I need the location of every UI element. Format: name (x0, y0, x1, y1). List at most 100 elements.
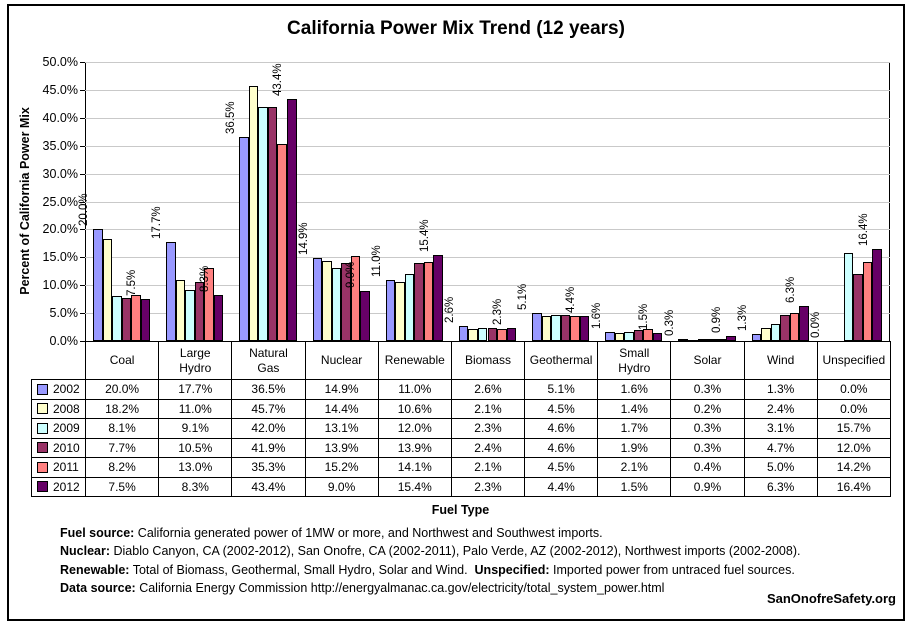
bar (497, 329, 507, 341)
bar-value-label: 1.3% (736, 304, 749, 331)
y-axis-tick-label: 50.0% (42, 55, 78, 69)
y-axis-tick-label: 35.0% (42, 138, 78, 153)
legend-key-swatch (37, 442, 48, 454)
table-value-cell: 10.6% (377, 398, 452, 419)
table-value-cell: 11.0% (377, 379, 452, 400)
bar (331, 267, 342, 341)
bar (560, 315, 571, 341)
y-axis-tick (80, 285, 85, 287)
bar (414, 263, 424, 341)
table-value-cell: 1.6% (597, 379, 672, 400)
bar (853, 274, 863, 341)
table-column-header: Natural Gas (231, 341, 306, 380)
table-value-cell: 13.1% (304, 418, 379, 439)
bar (726, 335, 736, 341)
table-value-cell: 4.5% (524, 457, 599, 478)
gridline (85, 257, 890, 259)
table-value-cell: 0.0% (816, 398, 891, 419)
bar (487, 327, 498, 341)
gridline (85, 229, 890, 231)
bar (360, 290, 370, 341)
y-axis-tick (80, 145, 85, 147)
table-value-cell: 5.1% (524, 379, 599, 400)
bar (433, 255, 443, 341)
bar (716, 338, 727, 341)
legend-year-label: 2009 (53, 421, 80, 436)
bar (862, 261, 873, 341)
bar-value-label: 8.3% (199, 265, 212, 292)
bar-value-label: 0.0% (810, 311, 823, 338)
y-axis-tick-label: 15.0% (42, 250, 78, 265)
legend-cell: 2011 (31, 457, 86, 478)
table-value-cell: 7.5% (84, 476, 160, 497)
bar (112, 295, 122, 341)
table-column-header: Coal (84, 341, 160, 380)
bar-value-label: 43.4% (272, 63, 285, 96)
table-value-cell: 1.5% (597, 476, 672, 497)
footnote-label: Renewable: (60, 562, 130, 577)
table-value-cell: 2.4% (743, 398, 818, 419)
table-value-cell: 20.0% (84, 379, 160, 400)
footnote-line: Data source: California Energy Commissio… (60, 579, 905, 597)
bar (194, 282, 205, 341)
y-axis-tick (80, 313, 85, 315)
y-axis-tick (80, 62, 85, 63)
bar (697, 339, 708, 342)
table-value-cell: 2.1% (450, 398, 526, 419)
footnote-label: Nuclear: (60, 544, 111, 559)
table-value-cell: 36.5% (231, 379, 306, 400)
y-axis-tick (80, 117, 85, 119)
bar-value-label: 5.1% (517, 283, 530, 310)
table-value-cell: 17.7% (158, 379, 233, 400)
bar (570, 315, 580, 341)
bar-value-label: 20.0% (78, 193, 91, 227)
bar (458, 326, 469, 341)
table-value-cell: 13.0% (158, 457, 233, 478)
table-column-header: Solar (670, 341, 745, 380)
gridline (85, 62, 890, 63)
bar (551, 315, 561, 341)
table-value-cell: 13.9% (304, 437, 379, 458)
table-value-cell: 2.3% (450, 476, 526, 497)
bar (541, 315, 552, 341)
bar-value-label: 14.9% (297, 222, 310, 255)
gridline (85, 313, 890, 315)
table-value-cell: 14.4% (304, 398, 379, 419)
table-value-cell: 14.9% (304, 379, 379, 400)
footnote-label: Data source: (60, 581, 136, 596)
table-value-cell: 0.0% (816, 379, 891, 400)
bar (239, 137, 249, 341)
bar (175, 279, 186, 341)
bar (872, 249, 882, 341)
table-value-cell: 12.0% (816, 437, 891, 458)
gridline (85, 173, 890, 175)
bar (341, 263, 351, 341)
bar (395, 281, 405, 341)
bar (605, 332, 615, 341)
table-value-cell: 2.4% (450, 437, 526, 458)
gridline (85, 285, 890, 287)
legend-key-swatch (37, 461, 48, 473)
table-value-cell: 8.2% (84, 457, 160, 478)
bar-value-label: 17.7% (151, 206, 164, 240)
table-value-cell: 7.7% (84, 437, 160, 458)
footnotes-block: Fuel source: California generated power … (60, 524, 905, 598)
bar (652, 332, 663, 341)
table-value-cell: 15.2% (304, 457, 379, 478)
legend-key-swatch (37, 422, 48, 434)
bar (789, 313, 800, 341)
bar-value-label: 7.5% (125, 269, 138, 297)
y-axis-tick-label: 20.0% (42, 222, 78, 237)
table-value-cell: 2.3% (450, 418, 526, 439)
footnote-text: California Energy Commission http://ener… (135, 581, 665, 596)
bar (707, 339, 717, 342)
table-value-cell: 15.4% (377, 476, 452, 497)
table-value-cell: 1.9% (597, 437, 672, 458)
y-axis-tick (80, 89, 85, 91)
bar-value-label: 11.0% (370, 244, 383, 277)
table-value-cell: 6.3% (743, 476, 818, 497)
legend-year-label: 2012 (53, 479, 80, 494)
bar (131, 295, 141, 341)
y-axis-tick-label: 45.0% (42, 82, 78, 97)
bar (258, 106, 268, 341)
